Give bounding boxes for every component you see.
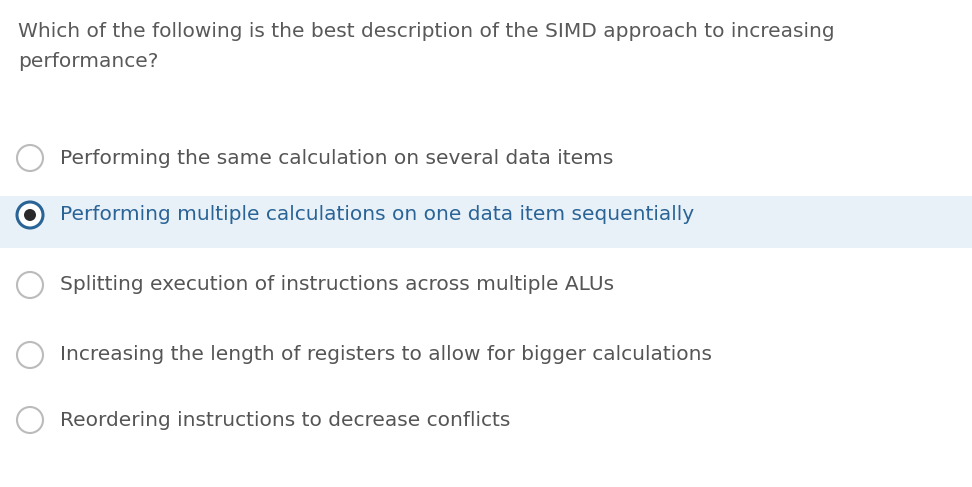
Circle shape [17, 272, 43, 298]
FancyBboxPatch shape [0, 196, 972, 248]
Text: Reordering instructions to decrease conflicts: Reordering instructions to decrease conf… [60, 411, 510, 430]
Circle shape [17, 145, 43, 171]
Text: Increasing the length of registers to allow for bigger calculations: Increasing the length of registers to al… [60, 345, 712, 364]
Circle shape [17, 342, 43, 368]
Circle shape [24, 209, 36, 221]
Text: Splitting execution of instructions across multiple ALUs: Splitting execution of instructions acro… [60, 276, 614, 295]
Text: performance?: performance? [18, 52, 158, 71]
Circle shape [17, 407, 43, 433]
Text: Performing multiple calculations on one data item sequentially: Performing multiple calculations on one … [60, 206, 694, 225]
Circle shape [17, 202, 43, 228]
Text: Which of the following is the best description of the SIMD approach to increasin: Which of the following is the best descr… [18, 22, 835, 41]
Text: Performing the same calculation on several data items: Performing the same calculation on sever… [60, 149, 613, 168]
